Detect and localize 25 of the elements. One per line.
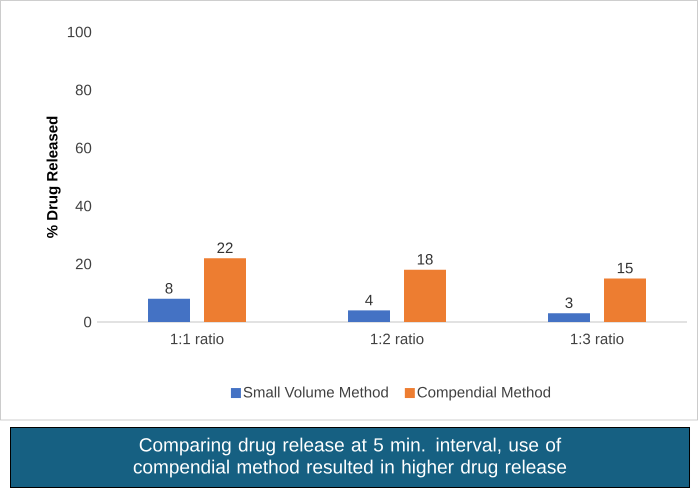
bar (404, 270, 446, 322)
text: Comparing drug release at 5 min. interval, use of compendial method resulted in higher drug release (134, 438, 566, 478)
x-tick-label: 1:1 ratio (171, 333, 224, 344)
y-tick-label: 100 (68, 26, 92, 38)
bar (204, 258, 246, 322)
y-tick-label: 20 (76, 258, 92, 270)
y-axis-title: % Drug Released (46, 116, 61, 238)
y-tick-label: 60 (76, 142, 92, 154)
y-tick-label: 40 (75, 200, 92, 212)
data-label: 8 (165, 282, 173, 294)
bar (348, 310, 390, 322)
y-tick-label: 0 (84, 316, 92, 328)
bar (604, 278, 646, 322)
y-tick-label: 80 (76, 84, 92, 96)
legend-label: Compendial Method (418, 386, 550, 400)
x-tick-label: 1:2 ratio (371, 333, 424, 344)
data-label: 4 (365, 294, 373, 306)
x-tick-label: 1:3 ratio (571, 333, 624, 344)
bar (148, 298, 190, 322)
data-label: 15 (618, 262, 633, 274)
legend-label: Small Volume Method (244, 386, 388, 398)
data-label: 18 (418, 254, 433, 265)
data-label: 3 (565, 297, 573, 308)
bar (548, 313, 590, 322)
data-label: 22 (217, 242, 233, 253)
